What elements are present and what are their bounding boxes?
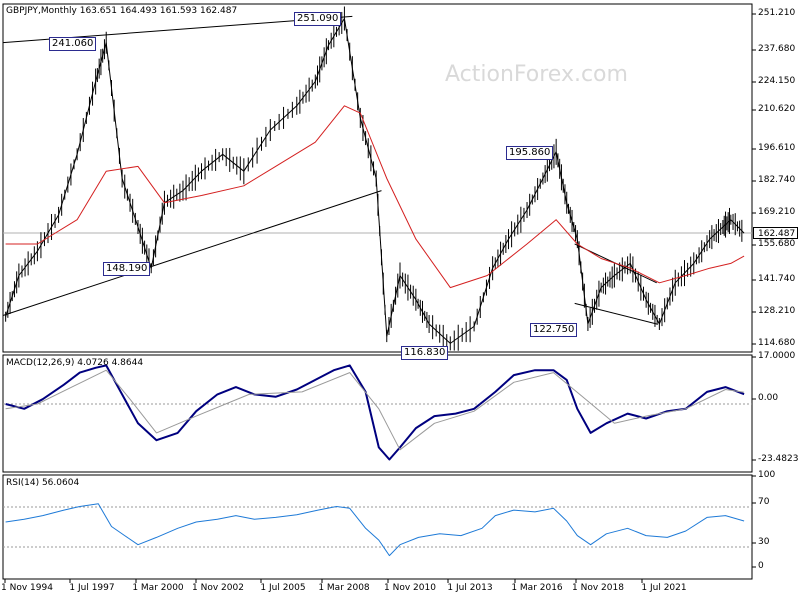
y-tick-label-0-9: 128.210 [758,306,796,316]
x-tick-label-1: 1 Jul 1997 [69,583,115,593]
watermark: ActionForex.com [445,62,628,87]
x-tick-label-2: 1 Mar 2000 [132,583,184,593]
x-tick-label-9: 1 Nov 2018 [572,583,624,593]
y-tick-label-0-6: 169.210 [758,207,796,217]
series-line-macd [5,364,745,461]
series-line-ma [5,105,745,289]
y-tick-label-0-8: 141.740 [758,274,796,284]
x-tick-label-6: 1 Nov 2010 [384,583,436,593]
price-callout-5: 122.750 [530,323,578,337]
y-tick-label-2-0: 100 [758,470,776,480]
y-tick-label-0-1: 237.680 [758,44,796,54]
x-tick-label-7: 1 Jul 2013 [447,583,493,593]
price-callout-2: 148.190 [103,262,151,276]
pane-frame-2 [2,474,753,580]
y-tick-label-0-4: 196.610 [758,143,796,153]
y-tick-label-1-1: 0.00 [758,393,779,403]
x-tick-label-10: 1 Jul 2021 [641,583,687,593]
x-tick-label-3: 1 Nov 2002 [192,583,244,593]
last-price-tag: 162.487 [753,227,798,239]
pane-frame-0 [2,3,753,353]
price-pane-title: GBPJPY,Monthly 163.651 164.493 161.593 1… [6,6,237,16]
series-line-price [5,18,745,344]
price-callout-4: 195.860 [506,146,554,160]
series-line-rsi [5,503,745,557]
y-tick-label-2-1: 70 [758,497,770,507]
pane-frame-1 [2,354,753,473]
y-tick-label-1-2: -23.4823 [758,454,799,464]
ohlc-values: 163.651 164.493 161.593 162.487 [79,6,238,16]
price-callout-1: 251.090 [294,12,342,26]
x-tick-label-4: 1 Jul 2005 [260,583,306,593]
y-tick-label-0-10: 114.680 [758,338,796,348]
price-callout-3: 116.830 [401,346,449,360]
y-tick-label-2-2: 30 [758,537,770,547]
y-tick-label-0-7: 155.680 [758,239,796,249]
rsi-pane-title: RSI(14) 56.0604 [6,478,80,488]
trendline-1 [2,190,382,316]
series-line-signal [5,369,745,451]
x-tick-label-5: 1 Mar 2008 [318,583,370,593]
trendline-3 [574,302,657,325]
y-tick-label-1-0: 17.0000 [758,351,796,361]
x-tick-label-0: 1 Nov 1994 [1,583,53,593]
symbol-label: GBPJPY,Monthly [6,6,77,16]
price-callout-0: 241.060 [49,37,97,51]
y-tick-label-2-3: 0 [758,561,764,571]
y-tick-label-0-2: 224.150 [758,76,796,86]
y-tick-label-0-3: 210.620 [758,104,796,114]
macd-pane-title: MACD(12,26,9) 4.0726 4.8644 [6,358,144,368]
y-tick-label-0-5: 182.740 [758,175,796,185]
x-tick-label-8: 1 Mar 2016 [511,583,563,593]
y-tick-label-0-0: 251.210 [758,8,796,18]
